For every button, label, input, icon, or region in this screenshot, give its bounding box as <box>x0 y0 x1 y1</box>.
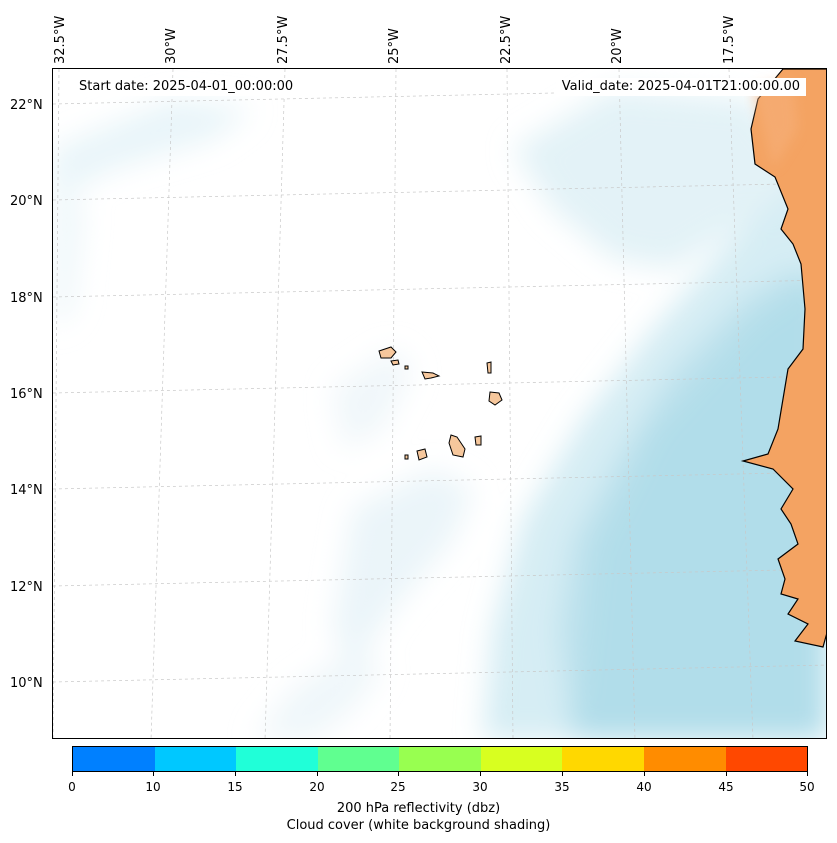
island-sao-nicolau <box>421 371 441 380</box>
colorbar-tick-label: 40 <box>636 780 652 794</box>
colorbar-tick-mark <box>644 772 645 776</box>
lon-label-22-5w: 22.5°W <box>499 15 514 64</box>
lat-label-10n: 10°N <box>10 676 43 691</box>
colorbar-segment <box>480 747 563 771</box>
map-panel[interactable]: Start date: 2025-04-01_00:00:00 Valid_da… <box>52 68 827 739</box>
colorbar-tick-label: 30 <box>472 780 488 794</box>
colorbar-sublabel: Cloud cover (white background shading) <box>286 818 551 833</box>
island-boa-vista <box>488 391 503 406</box>
colorbar-tick-mark <box>317 772 318 776</box>
island-sao-vicente <box>390 359 400 366</box>
colorbar-tick-mark <box>726 772 727 776</box>
graticule <box>53 69 826 738</box>
lon-label-25w: 25°W <box>387 28 402 64</box>
colorbar-segment <box>643 747 726 771</box>
lat-label-20n: 20°N <box>10 194 43 209</box>
lat-label-16n: 16°N <box>10 387 43 402</box>
lat-label-22n: 22°N <box>10 98 43 113</box>
island-sal <box>486 361 492 374</box>
colorbar-tick-label: 15 <box>227 780 243 794</box>
african-mainland <box>740 69 826 648</box>
cape-verde-islands <box>378 346 503 461</box>
colorbar-tick-label: 45 <box>718 780 734 794</box>
colorbar-tick-mark <box>235 772 236 776</box>
colorbar-tick-mark <box>480 772 481 776</box>
lon-label-30w: 30°W <box>164 28 179 64</box>
colorbar-segment <box>725 747 808 771</box>
colorbar-tick-mark <box>153 772 154 776</box>
lat-label-14n: 14°N <box>10 483 43 498</box>
island-santa-luzia <box>404 365 409 370</box>
colorbar-tick-mark <box>398 772 399 776</box>
island-maio <box>474 435 482 446</box>
map-canvas <box>53 69 826 738</box>
colorbar-label: 200 hPa reflectivity (dbz) <box>336 801 501 816</box>
colorbar-segment <box>73 747 155 771</box>
colorbar-tick-mark <box>562 772 563 776</box>
start-date-label: Start date: 2025-04-01_00:00:00 <box>73 78 300 96</box>
colorbar-segment <box>236 747 318 771</box>
colorbar-tick-mark <box>72 772 73 776</box>
lat-label-18n: 18°N <box>10 291 43 306</box>
island-santo-antao <box>378 346 397 359</box>
lon-label-20w: 20°W <box>610 28 625 64</box>
colorbar-segment <box>399 747 481 771</box>
valid-date-label: Valid_date: 2025-04-01T21:00:00.00 <box>555 78 806 96</box>
coast-fringe <box>753 79 798 169</box>
colorbar-segment <box>317 747 400 771</box>
island-fogo <box>416 448 428 461</box>
colorbar-tick-label: 10 <box>145 780 161 794</box>
colorbar <box>72 746 808 772</box>
colorbar-segment <box>154 747 237 771</box>
colorbar-tick-label: 0 <box>68 780 76 794</box>
colorbar-tick-mark <box>807 772 808 776</box>
colorbar-segment <box>562 747 644 771</box>
colorbar-tick-label: 50 <box>799 780 815 794</box>
colorbar-tick-label: 35 <box>554 780 570 794</box>
lon-label-27-5w: 27.5°W <box>276 15 291 64</box>
cloud-cover-shading <box>53 89 826 738</box>
colorbar-tick-label: 25 <box>390 780 406 794</box>
lon-label-32-5w: 32.5°W <box>53 15 68 64</box>
colorbar-tick-label: 20 <box>309 780 325 794</box>
island-santiago <box>448 434 466 458</box>
lat-label-12n: 12°N <box>10 580 43 595</box>
island-brava <box>404 454 409 460</box>
lon-label-17-5w: 17.5°W <box>722 15 737 64</box>
